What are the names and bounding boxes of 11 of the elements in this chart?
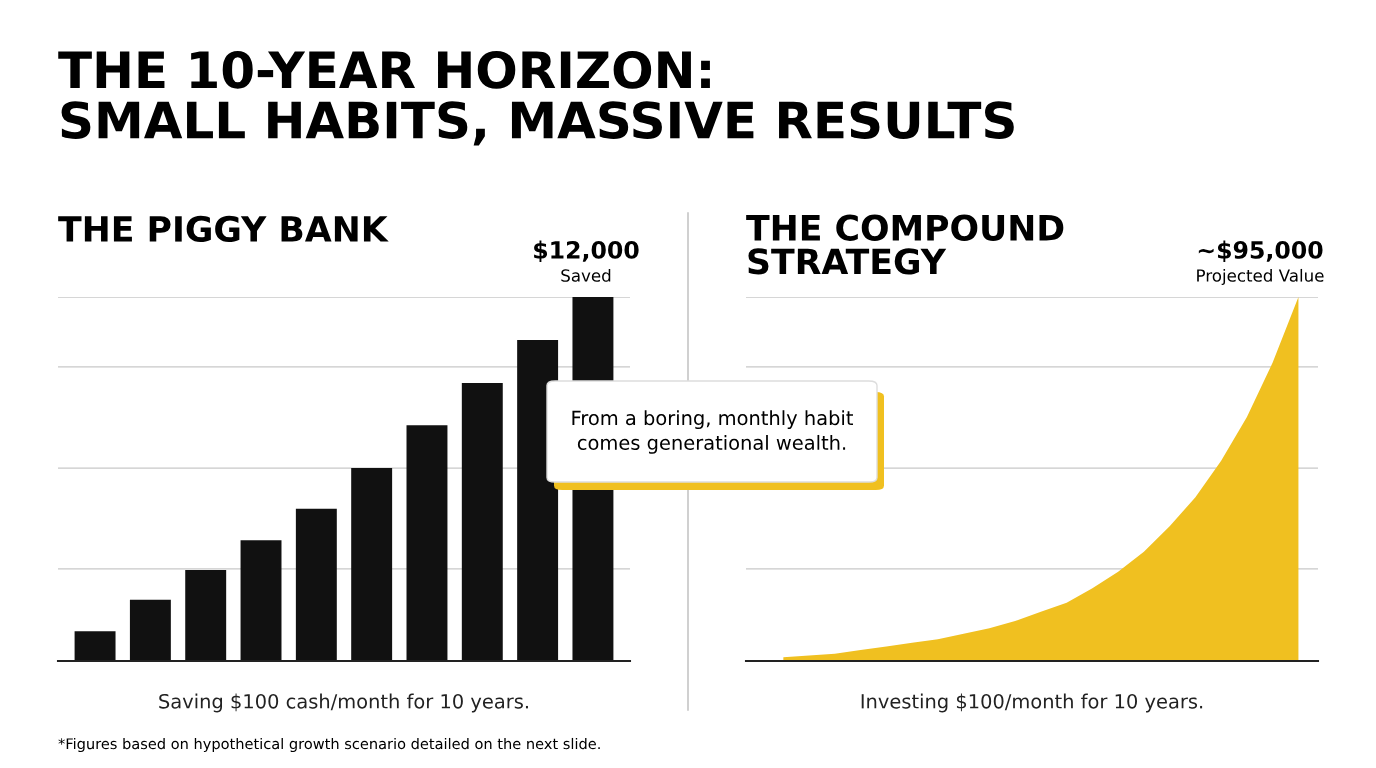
chart-title: THE PIGGY BANK	[58, 215, 389, 243]
x-axis-title: Investing $100/month for 10 years.	[861, 693, 1203, 713]
text: ~$95,000	[1198, 240, 1323, 262]
text: THE 10-YEAR HORIZON: SMALL HABITS, MASSIVE RESULTS	[58, 50, 1014, 146]
text: *Figures based on hypothetical growth scenario detailed on the next slide.	[58, 737, 600, 753]
text: $12,000	[534, 240, 639, 262]
annotation: From a boring, monthly habit comes generational wealth.	[572, 410, 853, 454]
text: Projected Value	[1197, 268, 1324, 286]
text: Saved	[561, 268, 611, 282]
x-axis-title: Saving $100 cash/month for 10 years.	[159, 693, 528, 713]
chart-title: THE COMPOUND STRATEGY	[746, 214, 1064, 275]
